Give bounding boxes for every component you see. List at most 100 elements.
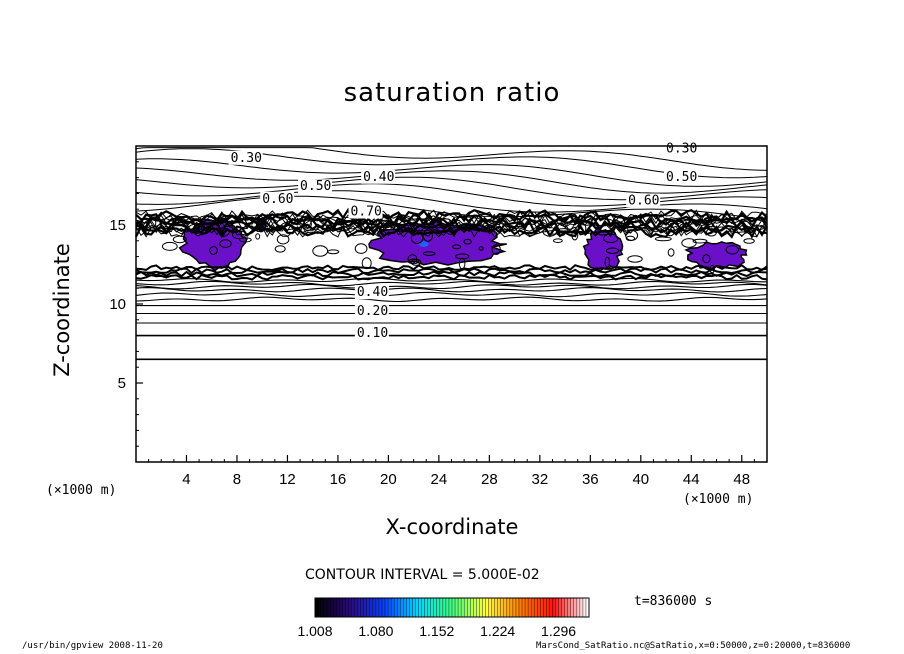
x-axis-ticks: 4 8 12 16 20 24 28 32 36 40 44 48: [148, 455, 755, 488]
contour-line: [135, 225, 768, 238]
colorbar-bin: [455, 598, 459, 617]
contour-line: [135, 221, 768, 234]
contour-line: [135, 167, 768, 194]
contour-loop: [161, 241, 178, 251]
colorbar-bin: [552, 598, 556, 617]
y-axis-ticks: 5 10 15: [109, 161, 143, 447]
contour-label-bg: [354, 304, 389, 319]
colorbar-bin: [366, 598, 371, 617]
colorbar-bin: [336, 598, 340, 617]
y-tick-label: 10: [109, 296, 126, 313]
colorbar-bin: [509, 598, 514, 617]
contour-label-bg: [626, 193, 661, 208]
contour-loop: [455, 253, 470, 260]
contour-labels: 0.30 0.40 0.50 0.60 0.70 0.30 0.50 0.60 0.40 0.20…: [228, 141, 699, 341]
colorbar-bin: [415, 598, 419, 617]
colorbar-tick-label: 1.008: [297, 623, 332, 639]
x-tick-label: 16: [330, 471, 347, 488]
colorbar-bin: [421, 598, 425, 617]
colorbar-bin: [427, 598, 431, 617]
contour-loop: [193, 224, 203, 237]
contour-loop: [702, 254, 711, 264]
colorbar-bin: [388, 598, 392, 617]
colorbar-bin: [458, 598, 462, 617]
contour-loop: [452, 244, 462, 250]
contour-line: [135, 270, 768, 278]
colorbar-bin: [564, 598, 568, 617]
colorbar-bin: [479, 598, 483, 617]
colorbar-bin: [363, 598, 368, 617]
colorbar-bin: [518, 598, 523, 617]
colorbar-bin: [430, 598, 435, 617]
colorbar-bin: [561, 598, 565, 617]
contour-loop: [422, 251, 436, 256]
colorbar-bin: [534, 598, 538, 617]
contour-loop: [706, 228, 717, 237]
contour-loop: [491, 244, 501, 256]
colorbar-bin: [491, 598, 495, 617]
colorbar-tick-label: 1.296: [541, 623, 576, 639]
colorbar-bin: [436, 598, 441, 617]
colorbar-bin: [391, 598, 395, 617]
time-label: t=836000 s: [634, 594, 713, 609]
colorbar-bin: [567, 598, 572, 617]
colorbar-bin: [324, 598, 328, 617]
x-tick-label: 36: [582, 471, 599, 488]
contour-loop: [604, 256, 610, 268]
colorbar-bin: [482, 598, 486, 617]
colorbar-bin: [406, 598, 410, 617]
contour-line: [135, 287, 768, 293]
colorbar-bin: [503, 598, 508, 617]
contour-loop: [361, 257, 372, 270]
contour-loop: [431, 219, 442, 227]
contour-loop: [410, 232, 424, 245]
contour-loop: [743, 228, 756, 233]
colorbar-bin: [485, 598, 489, 617]
contour-interval: CONTOUR INTERVAL = 5.000E-02: [305, 567, 540, 583]
contour-label: 0.30: [666, 141, 697, 156]
contour-line: [135, 264, 768, 272]
contour-lines: [135, 147, 768, 361]
colorbar: 1.008 1.080 1.152 1.224 1.296: [297, 597, 590, 639]
x-tick-label: 8: [233, 471, 241, 488]
contour-label-bg: [260, 191, 295, 206]
colorbar-bin: [378, 598, 383, 617]
y-tick-label: 5: [118, 375, 126, 392]
colorbar-bin: [488, 598, 492, 617]
contour-loop: [257, 220, 263, 232]
x-tick-label: 4: [182, 471, 190, 488]
colorbar-bin: [576, 598, 581, 617]
contour-loop: [463, 238, 472, 245]
contour-loop: [232, 230, 247, 240]
contour-label-bg: [664, 141, 699, 156]
contour-line: [135, 213, 768, 226]
colorbar-bin: [318, 598, 322, 617]
contour-loop: [627, 255, 643, 263]
contour-label: 0.40: [363, 170, 394, 185]
contour-line: [135, 147, 768, 171]
contour-loop: [255, 233, 261, 240]
colorbar-bin: [433, 598, 438, 617]
contour-label: 0.40: [357, 285, 388, 300]
colorbar-bin: [424, 598, 428, 617]
contour-loop: [625, 229, 639, 241]
contour-loop: [148, 217, 157, 229]
contour-loop: [665, 225, 675, 237]
contour-line: [135, 267, 768, 275]
contour-label-bg: [228, 150, 263, 165]
contour-loop: [709, 264, 715, 274]
colorbar-bin: [369, 598, 374, 617]
contour-label: 0.30: [231, 151, 262, 166]
contour-loop: [725, 245, 739, 255]
colorbar-bin: [400, 598, 404, 617]
contour-loop: [303, 219, 312, 229]
colorbar-bin: [500, 598, 505, 617]
contour-loop: [407, 258, 420, 265]
x-axis-unit: (×1000 m): [683, 492, 754, 507]
x-tick-label: 48: [733, 471, 750, 488]
y-axis-label: Z-coordinate: [50, 243, 74, 377]
contour-loop: [654, 236, 672, 242]
colorbar-bin: [497, 598, 502, 617]
contour-label-bg: [361, 169, 396, 184]
x-tick-label: 32: [531, 471, 548, 488]
